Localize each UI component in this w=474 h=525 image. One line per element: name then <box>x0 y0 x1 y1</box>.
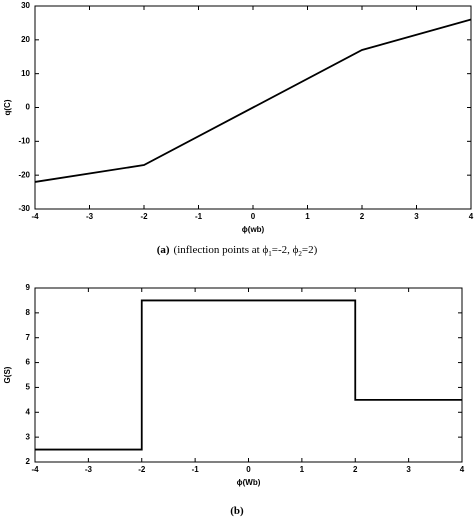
y-tick-label: 10 <box>21 69 30 78</box>
x-tick-label: -2 <box>138 465 146 474</box>
y-tick-label: 0 <box>26 103 31 112</box>
x-tick-label: -4 <box>31 212 39 221</box>
caption-label: (b) <box>230 505 244 517</box>
x-tick-label: -1 <box>192 465 200 474</box>
caption-text: (inflection points at ϕ <box>174 244 269 256</box>
x-tick-label: -2 <box>140 212 148 221</box>
y-tick-label: -10 <box>18 136 30 145</box>
y-tick-label: 4 <box>26 407 31 416</box>
y-axis-label: q(C) <box>3 99 12 115</box>
y-tick-label: 6 <box>26 358 31 367</box>
y-tick-label: 2 <box>26 457 31 466</box>
caption-label: (a) <box>157 244 170 256</box>
x-tick-label: 3 <box>414 212 419 221</box>
x-tick-label: 3 <box>406 465 411 474</box>
x-tick-label: -4 <box>31 465 39 474</box>
y-tick-label: 8 <box>26 308 31 317</box>
x-tick-label: -3 <box>86 212 94 221</box>
y-tick-label: -20 <box>18 170 30 179</box>
x-axis-label: ϕ(Wb) <box>237 478 261 487</box>
y-tick-label: -30 <box>18 204 30 213</box>
x-tick-label: 0 <box>251 212 256 221</box>
x-tick-label: 4 <box>460 465 465 474</box>
x-tick-label: -3 <box>85 465 93 474</box>
x-tick-label: 1 <box>300 465 305 474</box>
caption-text: 2 <box>298 250 302 258</box>
plot-frame <box>34 287 463 463</box>
y-tick-label: 9 <box>26 283 31 292</box>
x-tick-label: -1 <box>195 212 203 221</box>
caption-text: 1 <box>268 250 272 258</box>
caption: (a) (inflection points at ϕ1=-2, ϕ2=2) <box>157 244 318 258</box>
data-line <box>35 299 462 451</box>
x-tick-label: 4 <box>469 212 474 221</box>
y-tick-label: 7 <box>26 333 31 342</box>
y-tick-label: 20 <box>21 35 30 44</box>
x-tick-label: 2 <box>353 465 358 474</box>
caption-text: =-2, ϕ <box>272 244 299 256</box>
x-tick-label: 2 <box>360 212 365 221</box>
x-tick-label: 1 <box>305 212 310 221</box>
caption-text: =2) <box>302 244 318 256</box>
y-tick-label: 30 <box>21 1 30 10</box>
x-tick-label: 0 <box>246 465 251 474</box>
x-axis-label: ϕ(wb) <box>242 225 265 234</box>
y-axis-label: G(S) <box>3 366 12 383</box>
caption: (b) <box>230 505 244 517</box>
y-tick-label: 5 <box>26 383 31 392</box>
y-tick-label: 3 <box>26 432 31 441</box>
data-line <box>34 18 472 183</box>
